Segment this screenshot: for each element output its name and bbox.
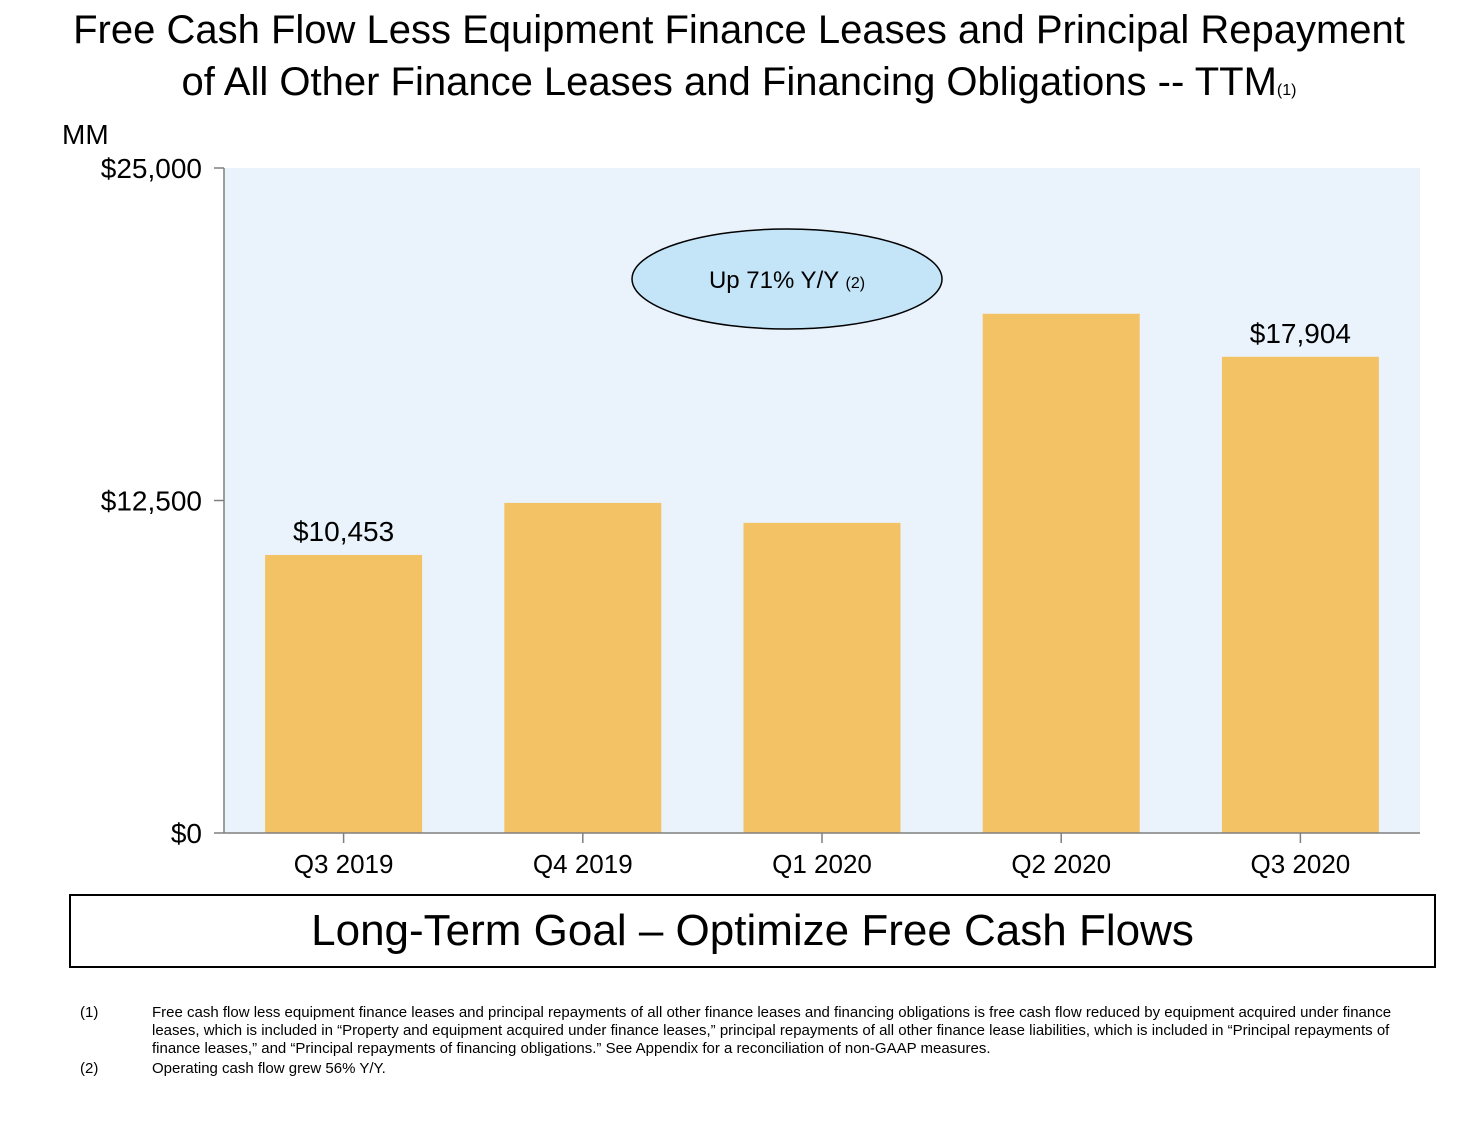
bar-q1-2020 bbox=[743, 522, 901, 833]
y-axis-label: MM bbox=[62, 119, 109, 150]
title-line-1: Free Cash Flow Less Equipment Finance Le… bbox=[73, 8, 1405, 52]
annotation-bubble bbox=[631, 228, 943, 330]
chart-title: Free Cash Flow Less Equipment Finance Le… bbox=[0, 4, 1478, 117]
footnote-2-number: (2) bbox=[80, 1060, 99, 1077]
data-label: $10,453 bbox=[293, 516, 394, 547]
annotation-note-ref: (2) bbox=[845, 275, 865, 292]
footnotes: (1) Free cash flow less equipment financ… bbox=[80, 1004, 1440, 1080]
bar-chart: MM $0 $12,500 $25,000 $10,453 Q3 2019 Q4 2019 Q… bbox=[62, 119, 1420, 879]
data-label: $17,904 bbox=[1250, 318, 1351, 349]
footnote-1: (1) Free cash flow less equipment financ… bbox=[80, 1004, 1440, 1058]
title-note-ref: (1) bbox=[1276, 82, 1297, 99]
footnote-2: (2) Operating cash flow grew 56% Y/Y. bbox=[80, 1060, 1440, 1078]
bar-q3-2020 bbox=[1221, 356, 1379, 833]
x-tick-label: Q1 2020 bbox=[772, 849, 872, 879]
y-tick-label: $25,000 bbox=[101, 153, 202, 184]
title-line-2: of All Other Finance Leases and Financin… bbox=[181, 60, 1277, 104]
annotation-main: Up 71% Y/Y bbox=[709, 267, 846, 294]
long-term-goal-box: Long-Term Goal – Optimize Free Cash Flow… bbox=[69, 894, 1436, 968]
bar-q4-2019 bbox=[504, 502, 662, 833]
footnote-1-text: Free cash flow less equipment finance le… bbox=[152, 1004, 1392, 1057]
bar-q3-2019 bbox=[265, 554, 423, 833]
x-tick-label: Q3 2019 bbox=[294, 849, 394, 879]
y-tick-label: $0 bbox=[171, 818, 202, 849]
annotation-text: Up 71% Y/Y (2) bbox=[709, 267, 865, 294]
y-tick-label: $12,500 bbox=[101, 486, 202, 517]
long-term-goal-text: Long-Term Goal – Optimize Free Cash Flow… bbox=[311, 906, 1194, 955]
title-line-2-wrap: of All Other Finance Leases and Financin… bbox=[0, 56, 1478, 117]
x-tick-label: Q2 2020 bbox=[1011, 849, 1111, 879]
x-tick-label: Q3 2020 bbox=[1251, 849, 1351, 879]
footnote-2-text: Operating cash flow grew 56% Y/Y. bbox=[152, 1060, 386, 1077]
footnote-1-number: (1) bbox=[80, 1004, 99, 1021]
x-tick-label: Q4 2019 bbox=[533, 849, 633, 879]
bar-q2-2020 bbox=[982, 313, 1140, 833]
